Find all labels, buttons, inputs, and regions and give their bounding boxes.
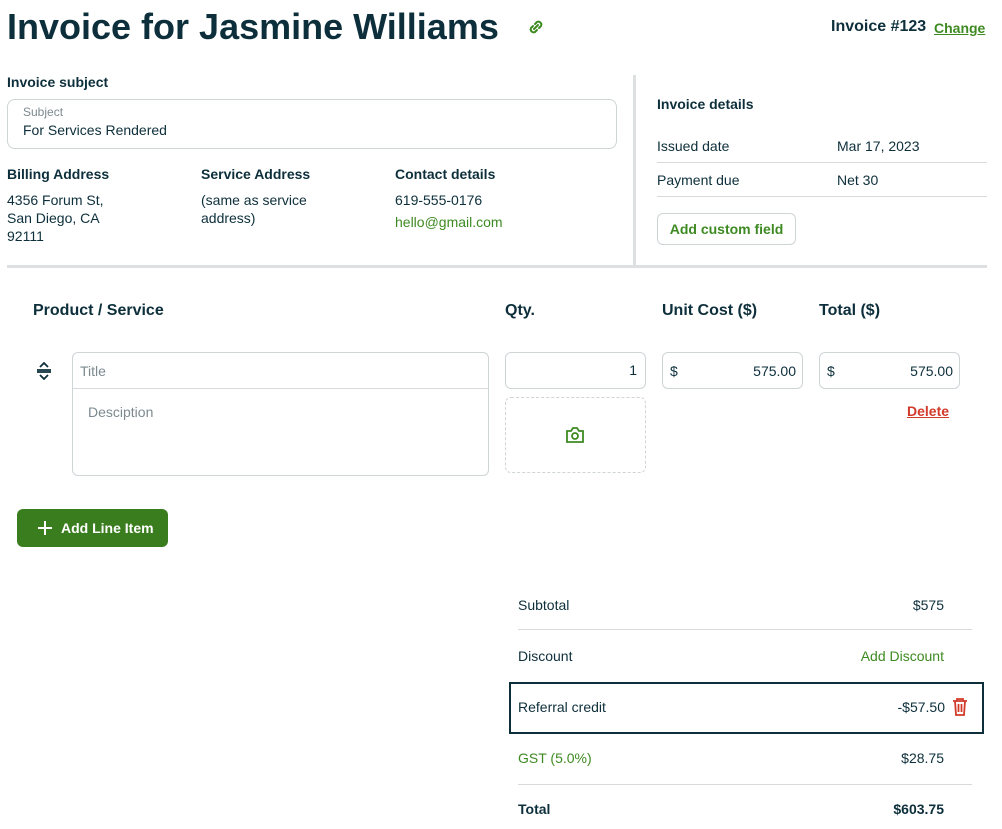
line-total: 575.00 — [910, 363, 953, 379]
column-header: Unit Cost ($) — [662, 302, 758, 319]
title-placeholder: Title — [80, 363, 106, 379]
add-field-button[interactable]: Add custom field — [657, 213, 796, 245]
row-line — [518, 629, 972, 630]
contact-label: Contact details — [395, 166, 496, 182]
camera-icon — [566, 427, 584, 443]
unit-cost: 575.00 — [753, 363, 796, 379]
details-title: Invoice details — [657, 96, 754, 112]
currency: $ — [670, 363, 678, 379]
trash-icon[interactable] — [951, 697, 969, 717]
input-divider — [73, 388, 488, 389]
qty-input[interactable]: 1 — [505, 352, 646, 389]
column-header: Product / Service — [33, 302, 164, 319]
currency: $ — [827, 363, 835, 379]
detail-key: Issued date — [657, 138, 730, 154]
summary-label: Total — [518, 801, 551, 817]
summary-label: Subtotal — [518, 597, 570, 613]
link-icon[interactable] — [526, 17, 546, 37]
subject-value: For Services Rendered — [23, 122, 167, 138]
contact-phone: 619-555-0176 — [395, 192, 483, 208]
item-input[interactable] — [72, 352, 489, 476]
highlight-box — [509, 682, 984, 734]
summary-label: GST (5.0%) — [518, 750, 592, 766]
summary-label: Discount — [518, 648, 573, 664]
add-discount-link[interactable]: Add Discount — [860, 648, 944, 664]
summary-value: $603.75 — [893, 801, 944, 817]
summary-value: $575 — [912, 597, 944, 613]
change-link[interactable]: Change — [934, 20, 986, 36]
summary-value: -$57.50 — [897, 699, 945, 715]
service-line: address) — [201, 210, 256, 226]
subject-label: Invoice subject — [7, 74, 109, 90]
add-line-label: Add Line Item — [61, 520, 154, 536]
column-header: Total ($) — [819, 302, 881, 319]
summary-label: Referral credit — [518, 699, 606, 715]
billing-label: Billing Address — [7, 166, 110, 182]
photo-upload[interactable] — [505, 397, 646, 473]
delete-link[interactable]: Delete — [907, 403, 950, 419]
subject-input[interactable] — [7, 99, 617, 149]
description-placeholder: Desciption — [88, 404, 154, 420]
billing-line: 92111 — [7, 228, 44, 244]
add-line-button[interactable]: Add Line Item — [17, 509, 168, 547]
divider — [633, 75, 636, 266]
billing-line: 4356 Forum St, — [7, 192, 104, 208]
column-header: Qty. — [505, 302, 535, 319]
detail-value: Mar 17, 2023 — [837, 138, 920, 154]
service-label: Service Address — [201, 166, 311, 182]
detail-key: Payment due — [657, 172, 740, 188]
contact-email[interactable]: hello@gmail.com — [395, 214, 503, 230]
total-input[interactable] — [819, 352, 960, 389]
row-line — [657, 162, 987, 163]
divider — [7, 265, 987, 268]
summary-value: $28.75 — [901, 750, 944, 766]
service-line: (same as service — [201, 192, 307, 208]
row-line — [518, 784, 972, 785]
detail-value: Net 30 — [837, 172, 879, 188]
drag-handle[interactable] — [35, 362, 53, 380]
plus-icon — [38, 521, 52, 535]
unit-cost-input[interactable] — [662, 352, 803, 389]
invoice-number: Invoice #123 — [831, 18, 927, 35]
subject-field-label: Subject — [23, 105, 64, 119]
row-line — [657, 196, 987, 197]
billing-line: San Diego, CA — [7, 210, 100, 226]
title: Invoice for Jasmine Williams — [7, 6, 499, 47]
